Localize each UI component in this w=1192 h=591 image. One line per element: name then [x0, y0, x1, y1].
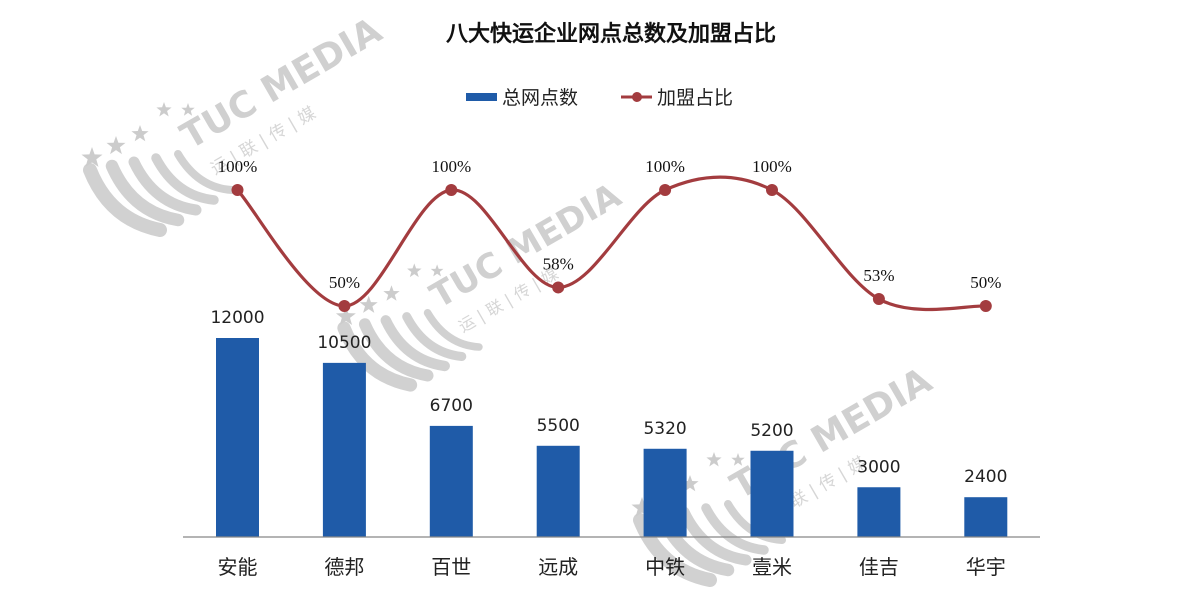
line-marker-icon [872, 293, 885, 306]
chart-title: 八大快运企业网点总数及加盟占比 [446, 21, 776, 47]
category-label: 安能 [218, 555, 258, 579]
bar [643, 448, 687, 537]
line-value-labels: 100% 50% 100% 58% 100% 100% 53% 50% [218, 157, 1002, 292]
line-value-label: 58% [543, 254, 574, 273]
legend-bar-swatch-icon [466, 93, 497, 101]
category-label: 华宇 [966, 555, 1006, 579]
bar [750, 450, 794, 537]
bar-series [216, 338, 1008, 537]
line-marker-icon [338, 300, 351, 312]
line-marker-icon [445, 184, 458, 196]
category-label: 远成 [538, 555, 578, 579]
line-value-label: 53% [863, 266, 894, 285]
bar [429, 425, 473, 537]
line-value-label: 100% [431, 157, 471, 176]
bar [536, 445, 580, 537]
line-value-label: 100% [218, 157, 258, 176]
line-marker-icon [979, 300, 992, 312]
legend-label-bar: 总网点数 [502, 87, 578, 109]
bar [322, 362, 366, 537]
line-value-label: 100% [645, 157, 685, 176]
bar-value-label: 2400 [964, 467, 1007, 487]
bar [964, 497, 1008, 537]
line-marker-icon [766, 184, 778, 196]
bar [216, 338, 259, 537]
line-marker-icon [659, 184, 672, 196]
bar-value-label: 5320 [643, 419, 686, 439]
category-label: 中铁 [645, 555, 685, 579]
category-label: 佳吉 [859, 555, 899, 579]
line-marker-icon [231, 184, 244, 196]
bar-value-label: 5200 [750, 421, 793, 441]
legend-line-marker-icon [632, 92, 642, 102]
x-axis-category-labels: 安能 德邦 百世 远成 中铁 壹米 佳吉 华宇 [218, 555, 1006, 579]
line-marker-icon [552, 281, 565, 294]
category-label: 百世 [431, 555, 471, 579]
category-label: 德邦 [324, 555, 364, 579]
line-value-label: 100% [752, 157, 792, 176]
legend-label-line: 加盟占比 [657, 87, 733, 109]
bar-value-label: 12000 [210, 308, 264, 328]
bar-value-labels: 12000 10500 6700 5500 5320 5200 3000 2400 [210, 308, 1007, 487]
line-markers [231, 184, 992, 312]
bar-value-label: 3000 [857, 457, 900, 477]
line-value-label: 50% [329, 273, 360, 292]
category-label: 壹米 [752, 555, 792, 579]
bar-value-label: 5500 [537, 416, 580, 436]
bar-value-label: 10500 [317, 333, 371, 353]
line-value-label: 50% [970, 273, 1001, 292]
bar-value-label: 6700 [430, 396, 473, 416]
bar [857, 487, 901, 537]
legend: 总网点数 加盟占比 [466, 87, 733, 109]
